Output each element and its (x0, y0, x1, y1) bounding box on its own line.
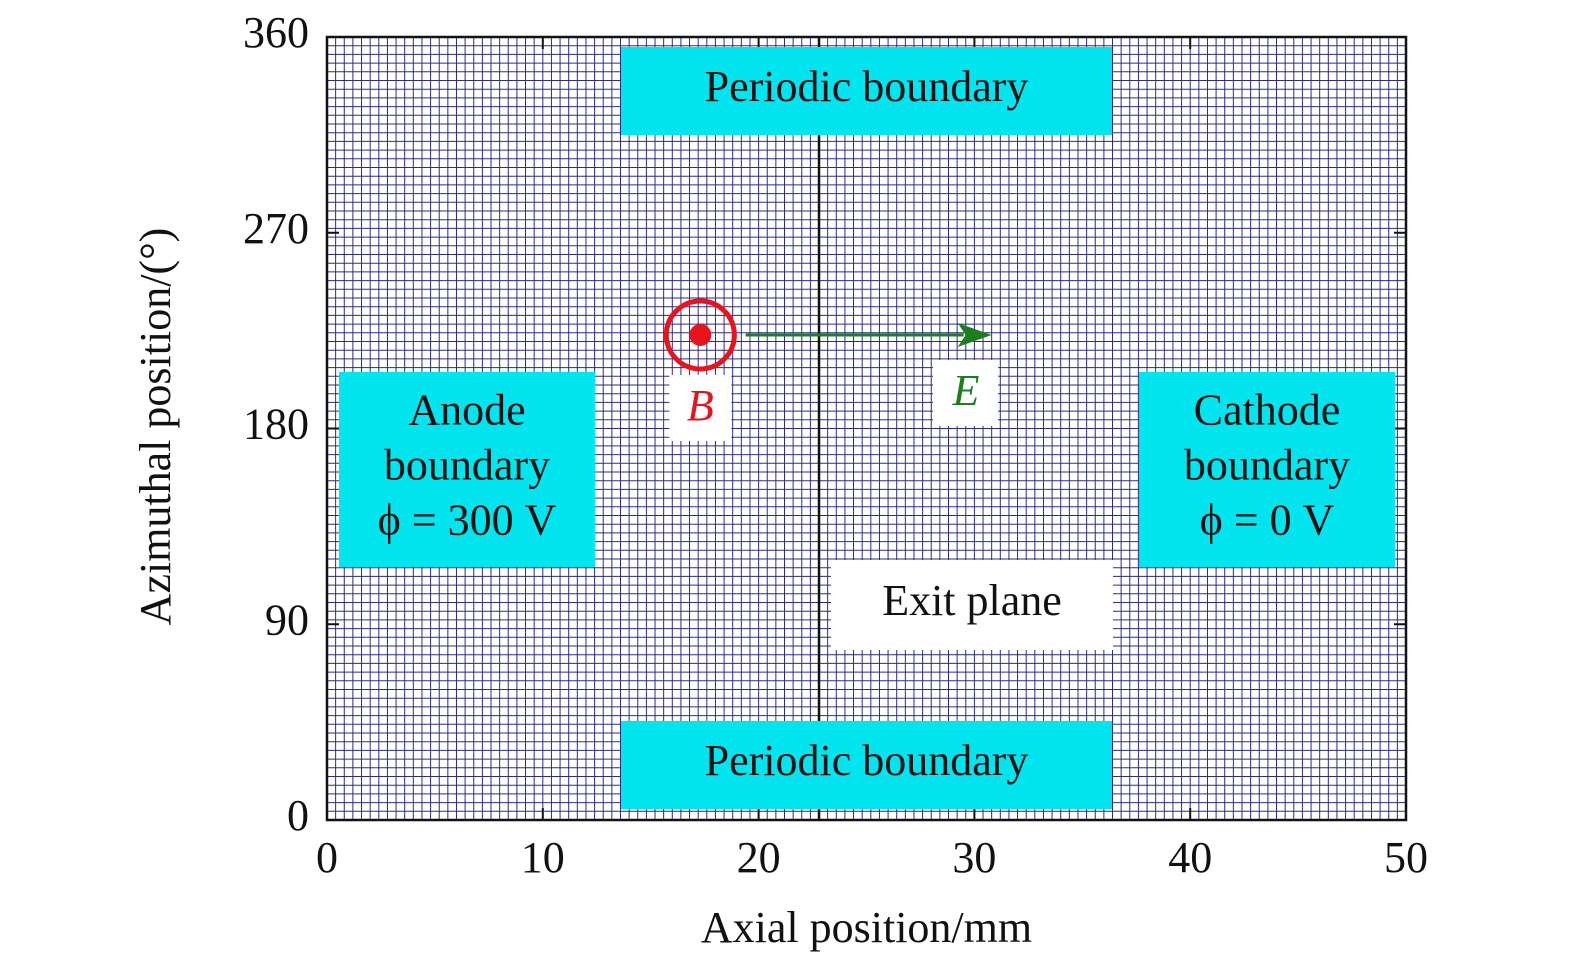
annotation-text: ϕ = 300 V (378, 496, 557, 545)
annotation-text: Periodic boundary (705, 736, 1029, 785)
exit-plane-label: Exit plane (882, 576, 1062, 625)
electric-field-label: E (952, 366, 980, 415)
magnetic-field-ring (663, 298, 737, 372)
magnetic-field-label: B (687, 381, 714, 430)
electric-field-arrowhead (957, 322, 992, 347)
magnetic-field-label-box (669, 374, 732, 441)
electric-field-label-box (933, 360, 998, 426)
exit-plane-label-box (831, 560, 1113, 650)
annotation-text: Periodic boundary (705, 62, 1029, 111)
y-tick-label: 180 (243, 400, 309, 449)
x-tick-label: 10 (521, 833, 565, 882)
x-tick-label: 30 (952, 833, 996, 882)
annotation-text: Cathode (1194, 386, 1341, 435)
y-tick-label: 360 (243, 8, 309, 57)
annotation-text: ϕ = 0 V (1200, 496, 1335, 545)
annotation-box (1139, 372, 1395, 567)
y-tick-label: 90 (265, 595, 309, 644)
y-tick-label: 0 (287, 791, 309, 840)
annotation-text: boundary (384, 441, 550, 490)
x-axis-label: Axial position/mm (701, 903, 1032, 952)
magnetic-field-dot (689, 323, 712, 346)
annotation-box (621, 721, 1112, 809)
annotation-box (621, 47, 1112, 135)
x-tick-label: 40 (1168, 833, 1212, 882)
y-tick-label: 270 (243, 204, 309, 253)
annotation-text: boundary (1184, 441, 1350, 490)
x-tick-label: 20 (737, 833, 781, 882)
x-tick-label: 0 (316, 833, 338, 882)
y-axis-label: Azimuthal position/(°) (131, 228, 180, 626)
annotation-text: Anode (408, 386, 525, 435)
x-tick-label: 50 (1384, 833, 1428, 882)
annotation-box (339, 372, 595, 567)
